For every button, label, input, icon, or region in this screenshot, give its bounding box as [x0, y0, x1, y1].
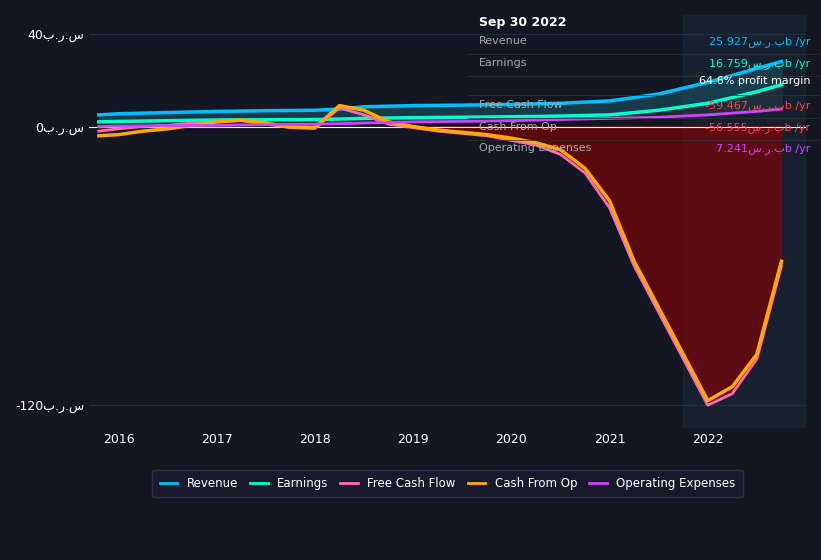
Text: -56.555س.ر.بb /yr: -56.555س.ر.بb /yr [705, 122, 810, 133]
Text: Sep 30 2022: Sep 30 2022 [479, 16, 566, 29]
Text: Operating Expenses: Operating Expenses [479, 143, 591, 153]
Text: 64.6% profit margin: 64.6% profit margin [699, 76, 810, 86]
Text: Cash From Op: Cash From Op [479, 122, 557, 132]
Text: Earnings: Earnings [479, 58, 527, 68]
Legend: Revenue, Earnings, Free Cash Flow, Cash From Op, Operating Expenses: Revenue, Earnings, Free Cash Flow, Cash … [153, 470, 742, 497]
Text: Revenue: Revenue [479, 36, 527, 46]
Text: 7.241س.ر.بb /yr: 7.241س.ر.بb /yr [716, 143, 810, 155]
Text: 16.759س.ر.بb /yr: 16.759س.ر.بb /yr [709, 58, 810, 69]
Text: Free Cash Flow: Free Cash Flow [479, 100, 562, 110]
Bar [683, 15, 806, 428]
Text: 25.927س.ر.بb /yr: 25.927س.ر.بb /yr [709, 36, 810, 47]
Text: -59.467س.ر.بb /yr: -59.467س.ر.بb /yr [705, 100, 810, 111]
